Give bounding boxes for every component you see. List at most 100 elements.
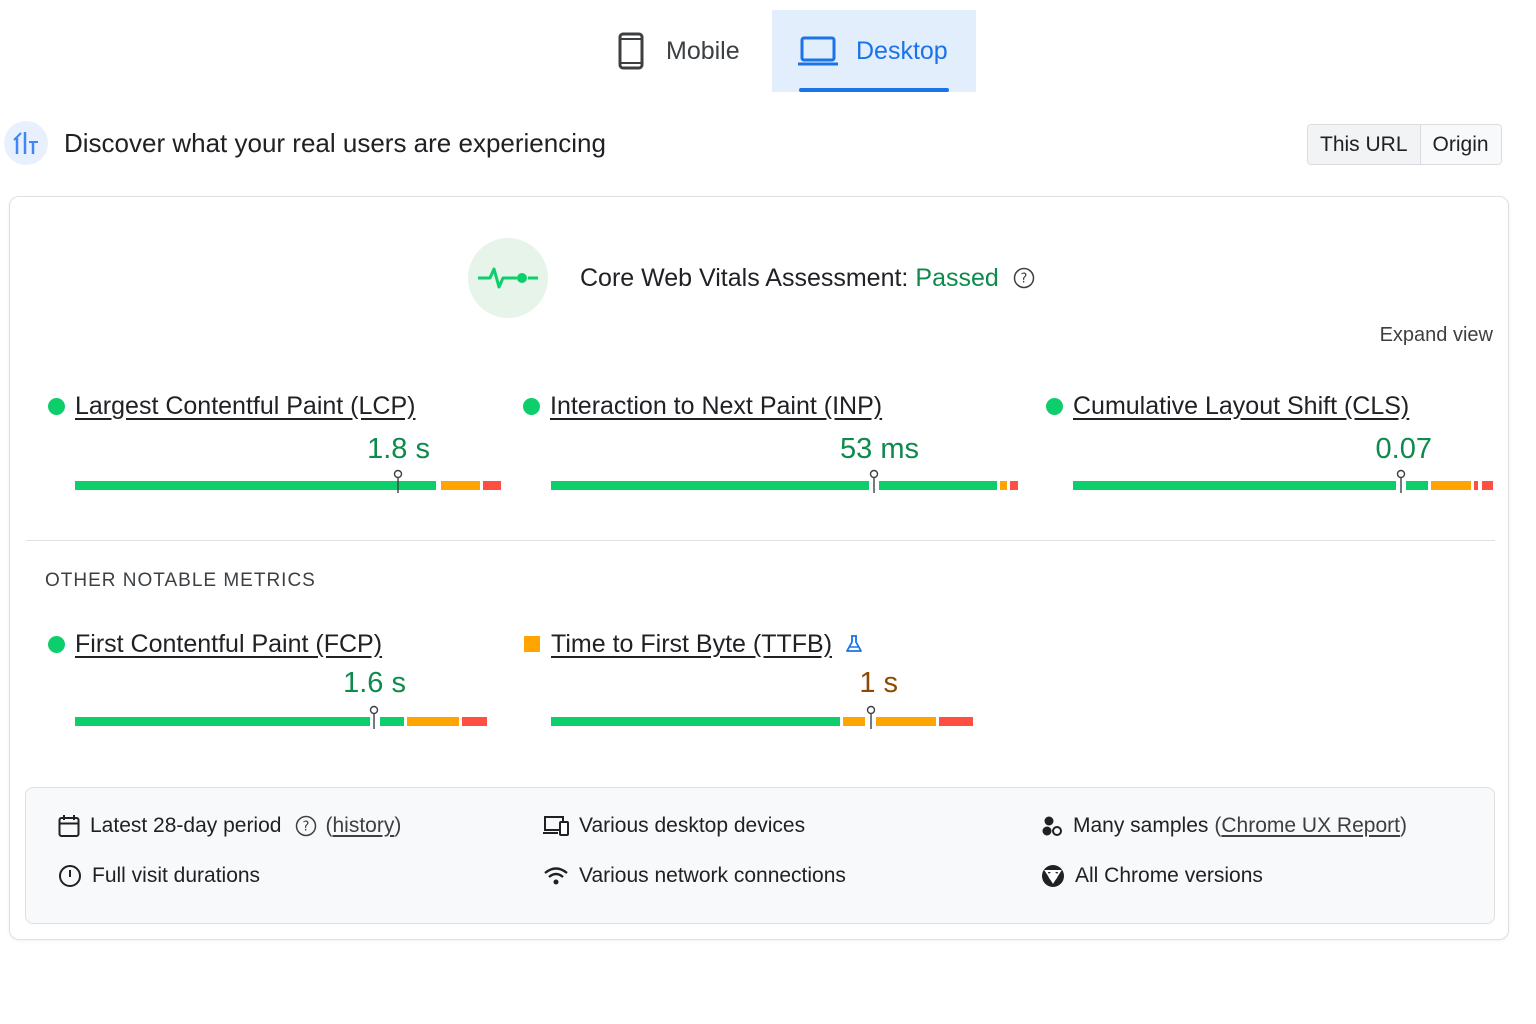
assessment-status: Passed — [915, 263, 999, 292]
info-samples: Many samples (Chrome UX Report) — [1041, 814, 1407, 838]
good-segment — [75, 717, 370, 726]
origin-button[interactable]: Origin — [1420, 125, 1501, 164]
needs-improvement-segment — [1000, 481, 1007, 490]
good-segment — [380, 717, 404, 726]
info-network-label: Various network connections — [579, 864, 846, 887]
good-dot-icon — [48, 635, 65, 653]
page-title: Discover what your real users are experi… — [64, 127, 606, 158]
needs-improvement-segment — [843, 717, 865, 726]
paren-close: ) — [394, 814, 402, 837]
p75-marker-icon — [1396, 469, 1406, 493]
good-segment — [551, 717, 840, 726]
help-circle-icon[interactable]: ? — [1013, 267, 1035, 289]
needs-improvement-segment — [407, 717, 459, 726]
expand-view-link[interactable]: Expand view — [1379, 324, 1493, 346]
info-samples-label: Many samples — [1073, 814, 1209, 837]
info-chrome-label: All Chrome versions — [1075, 864, 1263, 887]
metric-cls-name[interactable]: Cumulative Layout Shift (CLS) — [1073, 391, 1410, 420]
metric-ttfb: Time to First Byte (TTFB) 1 s — [524, 629, 1004, 739]
needs-improvement-segment — [876, 717, 936, 726]
devices-icon — [543, 815, 569, 837]
this-url-button[interactable]: This URL — [1308, 125, 1421, 164]
metric-cls: Cumulative Layout Shift (CLS) 0.07 — [1046, 391, 1496, 501]
discover-header: Discover what your real users are experi… — [4, 120, 606, 166]
metric-fcp-name[interactable]: First Contentful Paint (FCP) — [75, 629, 383, 658]
good-segment — [551, 481, 869, 490]
wifi-icon — [543, 866, 569, 886]
chrome-icon — [1041, 864, 1065, 888]
metric-cls-distribution-bar — [1073, 469, 1495, 493]
poor-segment — [1010, 481, 1018, 490]
metric-lcp-name[interactable]: Largest Contentful Paint (LCP) — [75, 391, 416, 420]
cwv-assessment: Core Web Vitals Assessment: Passed ? — [468, 238, 1035, 318]
needs-improvement-segment — [441, 481, 480, 490]
tab-mobile-label: Mobile — [666, 36, 740, 65]
poor-segment — [462, 717, 487, 726]
metric-inp-distribution-bar — [551, 469, 1021, 493]
flask-icon — [844, 634, 864, 654]
info-period-label: Latest 28-day period — [90, 814, 282, 837]
needs-improvement-segment — [1431, 481, 1471, 490]
good-dot-icon — [48, 397, 65, 415]
active-tab-indicator — [799, 88, 949, 92]
help-circle-icon[interactable]: ? — [295, 815, 317, 837]
laptop-icon — [798, 35, 838, 67]
calendar-icon — [58, 814, 80, 838]
tab-desktop-label: Desktop — [856, 36, 948, 65]
users-icon — [1041, 815, 1063, 837]
metric-fcp-distribution-bar — [75, 705, 489, 729]
good-dot-icon — [1046, 397, 1063, 415]
metric-lcp-distribution-bar — [75, 469, 503, 493]
metric-lcp: Largest Contentful Paint (LCP) 1.8 s — [48, 391, 508, 501]
svg-text:?: ? — [1020, 272, 1027, 287]
p75-marker-icon — [369, 705, 379, 729]
data-collection-info: Latest 28-day period ? (history) Full vi… — [25, 787, 1495, 924]
good-segment — [1406, 481, 1428, 490]
info-durations-label: Full visit durations — [92, 864, 261, 887]
p75-marker-icon — [866, 705, 876, 729]
poor-segment — [483, 481, 501, 490]
metric-inp-value: 53 ms — [840, 433, 919, 465]
device-tabs: Mobile Desktop — [0, 10, 1536, 92]
metric-inp: Interaction to Next Paint (INP) 53 ms — [523, 391, 1023, 501]
info-period: Latest 28-day period ? (history) — [58, 814, 401, 838]
vitals-pulse-icon — [468, 238, 548, 318]
metric-ttfb-name[interactable]: Time to First Byte (TTFB) — [551, 629, 833, 658]
tab-desktop[interactable]: Desktop — [772, 10, 976, 92]
info-devices-label: Various desktop devices — [579, 814, 806, 837]
good-segment — [402, 481, 436, 490]
good-dot-icon — [523, 397, 540, 415]
metric-inp-name[interactable]: Interaction to Next Paint (INP) — [550, 391, 883, 420]
metric-cls-value: 0.07 — [1375, 433, 1432, 465]
p75-marker-icon — [393, 469, 403, 493]
p75-marker-icon — [869, 469, 879, 493]
svg-text:?: ? — [303, 820, 310, 835]
field-data-card: Core Web Vitals Assessment: Passed ? Exp… — [9, 196, 1509, 940]
tab-mobile[interactable]: Mobile — [600, 10, 770, 92]
info-chrome: All Chrome versions — [1041, 864, 1263, 888]
assessment-label: Core Web Vitals Assessment: — [580, 263, 909, 292]
info-network: Various network connections — [543, 864, 846, 888]
good-segment — [879, 481, 997, 490]
metric-fcp-value: 1.6 s — [343, 667, 406, 699]
paren-open: ( — [1214, 814, 1222, 837]
paren-close: ) — [1399, 814, 1407, 837]
good-segment — [75, 481, 436, 490]
crux-chart-icon — [4, 121, 48, 165]
section-divider — [26, 540, 1495, 541]
chrome-ux-report-link[interactable]: Chrome UX Report — [1221, 814, 1400, 837]
url-origin-toggle: This URL Origin — [1307, 124, 1502, 165]
info-durations: Full visit durations — [58, 864, 260, 888]
info-devices: Various desktop devices — [543, 814, 805, 838]
metric-ttfb-distribution-bar — [551, 705, 975, 729]
metric-lcp-value: 1.8 s — [367, 433, 430, 465]
metric-fcp: First Contentful Paint (FCP) 1.6 s — [48, 629, 508, 739]
paren-open: ( — [325, 814, 333, 837]
history-link[interactable]: history — [332, 814, 395, 837]
poor-segment — [1474, 481, 1478, 490]
poor-segment — [939, 717, 973, 726]
timer-icon — [58, 864, 82, 888]
other-metrics-heading: OTHER NOTABLE METRICS — [45, 570, 316, 591]
needs-improvement-square-icon — [524, 636, 540, 652]
good-segment — [1073, 481, 1396, 490]
